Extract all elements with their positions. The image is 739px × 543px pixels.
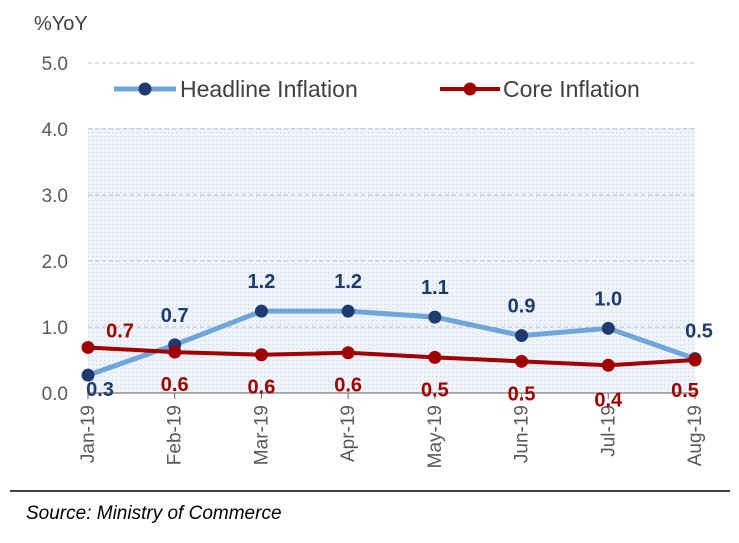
data-point <box>601 358 615 372</box>
data-point <box>254 304 268 318</box>
legend-label: Core Inflation <box>503 76 640 102</box>
data-label: 0.6 <box>334 375 362 397</box>
legend-item: Core Inflation <box>440 76 640 102</box>
y-tick-label: 5.0 <box>42 54 68 75</box>
x-tick-label: Jan-19 <box>78 405 99 463</box>
data-point <box>81 368 95 382</box>
legend: Headline Inflation Core Inflation <box>114 76 640 102</box>
legend-marker <box>138 82 152 96</box>
x-tick-label: Feb-19 <box>165 405 186 465</box>
y-axis-label: %YoY <box>34 13 88 35</box>
data-point <box>601 321 615 335</box>
data-label: 0.3 <box>86 379 114 401</box>
data-label: 0.6 <box>248 377 276 399</box>
legend-marker <box>463 82 477 96</box>
y-tick-label: 3.0 <box>42 186 68 207</box>
series-line <box>87 308 696 378</box>
data-label: 1.1 <box>421 277 449 299</box>
x-tick-label: Apr-19 <box>338 405 359 462</box>
source-note: Source: Ministry of Commerce <box>26 503 282 524</box>
data-label: 0.5 <box>671 380 699 402</box>
x-tick-label: Aug-19 <box>685 405 706 466</box>
data-point <box>515 354 529 368</box>
data-label: 0.5 <box>508 383 536 405</box>
data-label: 1.0 <box>594 288 622 310</box>
x-tick-label: Mar-19 <box>251 405 272 465</box>
series-core-inflation: 0.7 0.6 0.6 0.6 0.5 0.5 0.4 0.5 <box>81 320 702 411</box>
x-tick-label: May-19 <box>425 405 446 468</box>
axes: 0.0 1.0 2.0 3.0 4.0 5.0 Jan-19 Feb-19 Mar-19 Apr-… <box>10 54 730 492</box>
grid-lines <box>88 62 695 328</box>
series-line <box>87 345 696 368</box>
data-label: 0.5 <box>421 379 449 401</box>
data-label: 0.6 <box>161 374 189 396</box>
data-label: 0.7 <box>106 320 134 342</box>
data-point <box>428 350 442 364</box>
data-label: 0.9 <box>508 296 536 318</box>
data-point <box>254 348 268 362</box>
data-label: 1.2 <box>334 271 362 293</box>
data-point <box>515 329 529 343</box>
data-point <box>81 340 95 354</box>
data-point <box>688 353 702 367</box>
series-headline-inflation: 0.3 0.7 1.2 1.2 1.1 0.9 1.0 0.5 <box>81 271 713 401</box>
legend-label: Headline Inflation <box>180 76 358 102</box>
y-tick-label: 1.0 <box>42 318 68 339</box>
data-label: 0.4 <box>594 389 623 411</box>
data-label: 0.5 <box>685 321 713 343</box>
data-label: 0.7 <box>161 305 189 327</box>
data-point <box>341 304 355 318</box>
data-point <box>341 346 355 360</box>
x-tick-label: Jun-19 <box>512 405 533 463</box>
data-point <box>428 310 442 324</box>
y-tick-label: 2.0 <box>42 252 68 273</box>
data-label: 1.2 <box>248 271 276 293</box>
legend-item: Headline Inflation <box>114 76 358 102</box>
x-tick-label: Jul-19 <box>598 405 619 457</box>
y-tick-label: 0.0 <box>42 384 68 405</box>
data-point <box>168 345 182 359</box>
series: 0.30.71.2 1.2 1.10.9 1.00.50.70.6 0.6 0.6 0.5 0… <box>81 271 713 411</box>
y-tick-label: 4.0 <box>42 120 68 141</box>
